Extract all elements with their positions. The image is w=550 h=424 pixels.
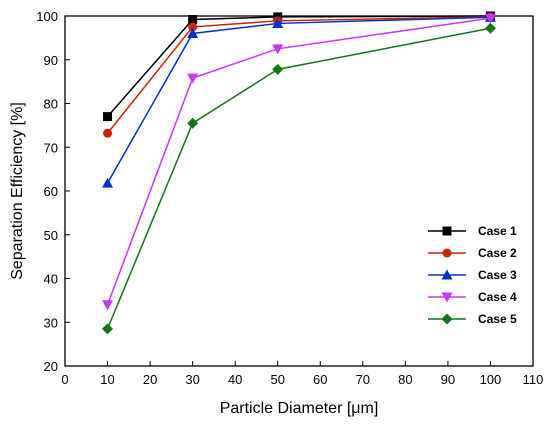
series-layer <box>102 11 496 335</box>
x-tick-label: 20 <box>143 372 157 387</box>
data-point-case-4 <box>272 44 284 55</box>
legend-marker <box>442 248 452 258</box>
y-tick-label: 40 <box>44 272 58 287</box>
axis-ticks: 0 10 20 30 40 50 60 70 80 90 100 110 20 30 40 50 60 70 80 9… <box>36 9 543 387</box>
data-point-case-4 <box>102 300 114 311</box>
x-tick-label: 70 <box>356 372 370 387</box>
data-point-case-1 <box>103 112 113 122</box>
x-tick-label: 90 <box>441 372 455 387</box>
x-tick-label: 100 <box>480 372 502 387</box>
legend-label-case-2: Case 2 <box>478 246 517 260</box>
y-tick-label: 50 <box>44 228 58 243</box>
data-point-case-5 <box>272 63 284 75</box>
series-line-case-2 <box>106 16 491 134</box>
x-axis-title: Particle Diameter [μm] <box>220 400 379 417</box>
x-tick-label: 0 <box>61 372 68 387</box>
legend-marker <box>441 313 453 325</box>
legend-marker <box>441 292 453 303</box>
data-point-case-5 <box>187 117 199 129</box>
series-line-case-1 <box>106 15 491 118</box>
y-tick-label: 80 <box>44 97 58 112</box>
legend-marker <box>442 226 452 236</box>
x-tick-label: 110 <box>523 372 544 387</box>
data-point-case-5 <box>102 323 114 335</box>
x-tick-label: 30 <box>185 372 199 387</box>
x-tick-label: 40 <box>228 372 242 387</box>
legend: Case 1 Case 2 Case 3 Case 4 Case 5 <box>428 224 517 326</box>
data-point-case-2 <box>103 128 113 138</box>
x-tick-label: 60 <box>313 372 327 387</box>
x-tick-label: 50 <box>270 372 284 387</box>
series-line-case-4 <box>106 17 491 306</box>
series-line-case-5 <box>106 27 491 330</box>
data-point-case-2 <box>188 22 198 32</box>
x-tick-label: 10 <box>100 372 114 387</box>
legend-label-case-3: Case 3 <box>478 268 517 282</box>
legend-label-case-4: Case 4 <box>478 290 517 304</box>
y-tick-label: 100 <box>36 9 58 24</box>
data-point-case-1 <box>188 15 198 24</box>
data-point-case-4 <box>484 13 496 24</box>
legend-label-case-1: Case 1 <box>478 224 517 238</box>
series-line-case-3 <box>106 16 491 184</box>
data-point-case-3 <box>187 28 199 38</box>
y-tick-label: 20 <box>44 359 58 374</box>
data-point-case-5 <box>484 22 496 34</box>
y-tick-label: 90 <box>44 53 58 68</box>
data-point-case-4 <box>187 73 199 84</box>
plot-frame <box>64 15 534 367</box>
y-axis-title: Separation Efficiency [%] <box>9 102 26 280</box>
legend-label-case-5: Case 5 <box>478 312 517 326</box>
data-point-case-3 <box>102 177 114 188</box>
y-tick-label: 60 <box>44 184 58 199</box>
y-tick-label: 70 <box>44 140 58 155</box>
y-tick-label: 30 <box>44 315 58 330</box>
data-point-case-3 <box>272 17 284 28</box>
legend-marker <box>441 269 453 280</box>
x-tick-label: 80 <box>398 372 412 387</box>
